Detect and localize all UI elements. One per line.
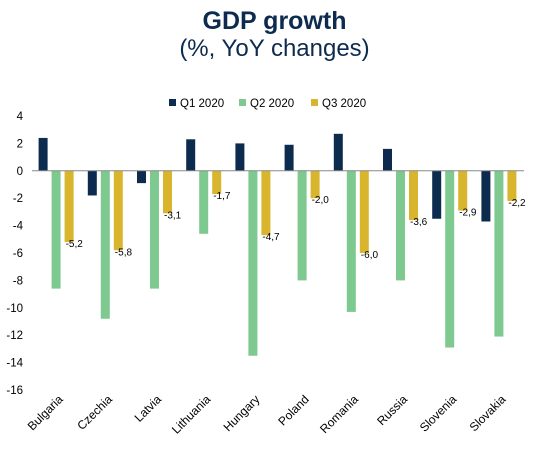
bar-q2-2020-hungary: [248, 170, 258, 356]
y-tick-label: 4: [17, 111, 24, 123]
bar-q2-2020-slovakia: [494, 170, 504, 337]
chart-subtitle: (%, YoY changes): [179, 35, 370, 62]
bar-q2-2020-czechia: [100, 170, 110, 319]
data-label: -4,7: [262, 232, 280, 243]
bar-q3-2020-russia: [409, 170, 418, 221]
bar-q1-2020-latvia: [137, 170, 146, 184]
legend-label: Q2 2020: [250, 98, 294, 110]
data-label: -5,8: [115, 247, 133, 258]
data-label: -3,6: [410, 217, 428, 228]
x-tick-label: Lithuania: [169, 392, 214, 437]
y-tick-label: -14: [6, 358, 23, 370]
bar-q2-2020-latvia: [150, 170, 159, 289]
bar-q3-2020-bulgaria: [64, 170, 74, 243]
bar-q1-2020-slovenia: [432, 170, 442, 219]
x-tick-label: Bulgaria: [25, 392, 66, 433]
legend-swatch: [169, 99, 176, 106]
bar-q2-2020-lithuania: [199, 170, 209, 234]
bar-q2-2020-russia: [396, 170, 405, 281]
x-tick-label: Slovakia: [467, 392, 509, 434]
bar-q3-2020-poland: [310, 170, 320, 199]
data-label: -2,2: [508, 198, 526, 209]
legend: Q1 2020 Q2 2020 Q3 2020: [169, 98, 366, 110]
y-tick-label: -6: [13, 248, 23, 260]
bar-q2-2020-poland: [297, 170, 307, 281]
x-tick-label: Poland: [275, 392, 311, 428]
bar-q3-2020-slovakia: [507, 170, 517, 201]
x-tick-label: Czechia: [74, 392, 115, 433]
legend-label: Q1 2020: [180, 98, 224, 110]
y-tick-label: -16: [6, 385, 23, 397]
bars: [38, 133, 517, 356]
x-axis: Bulgaria Czechia Latvia Lithuania Hungary Pol…: [25, 392, 509, 437]
chart-title: GDP growth: [202, 7, 347, 35]
bar-q1-2020-romania: [333, 133, 343, 171]
data-label: -2,0: [312, 195, 330, 206]
data-label: -5,2: [66, 239, 84, 250]
bar-q2-2020-romania: [346, 170, 356, 312]
data-label: -6,0: [361, 250, 379, 261]
bar-q1-2020-poland: [284, 144, 294, 171]
y-tick-label: -8: [13, 275, 23, 287]
x-tick-label: Romania: [317, 392, 361, 436]
x-tick-label: Slovenia: [417, 392, 460, 435]
y-tick-label: -12: [6, 330, 23, 342]
data-label: -2,9: [459, 208, 477, 219]
legend-swatch: [311, 99, 318, 106]
bar-q3-2020-czechia: [113, 170, 123, 251]
data-label: -3,1: [164, 210, 182, 221]
bar-q3-2020-hungary: [261, 170, 271, 236]
bar-q1-2020-lithuania: [186, 139, 196, 171]
legend-swatch: [239, 99, 246, 106]
bar-q3-2020-slovenia: [458, 170, 468, 211]
bar-q3-2020-latvia: [163, 170, 172, 214]
x-tick-label: Latvia: [132, 392, 165, 425]
x-tick-label: Hungary: [221, 392, 263, 434]
bar-q3-2020-lithuania: [212, 170, 222, 195]
bar-q1-2020-russia: [383, 148, 392, 171]
y-tick-label: -2: [13, 193, 23, 205]
legend-label: Q3 2020: [322, 98, 366, 110]
y-axis: 4 2 0 -2 -4 -6 -8 -10 -12 -14 -16: [6, 111, 23, 397]
bar-q2-2020-bulgaria: [51, 170, 61, 289]
bar-q1-2020-hungary: [235, 143, 245, 171]
y-tick-label: -10: [6, 303, 23, 315]
y-tick-label: 2: [17, 138, 23, 150]
bar-q2-2020-slovenia: [445, 170, 455, 348]
y-tick-label: -4: [13, 221, 24, 233]
bar-q1-2020-czechia: [87, 170, 97, 196]
bar-q1-2020-bulgaria: [38, 137, 48, 171]
x-tick-label: Russia: [374, 392, 410, 428]
data-label: -1,7: [213, 191, 231, 202]
y-tick-label: 0: [17, 166, 23, 178]
data-labels: -5,2 -5,8 -3,1 -1,7 -4,7 -2,0 -6,0 -3,6 -2,9 -2,2: [66, 191, 526, 261]
bar-q1-2020-slovakia: [481, 170, 491, 222]
bar-q3-2020-romania: [359, 170, 369, 253]
